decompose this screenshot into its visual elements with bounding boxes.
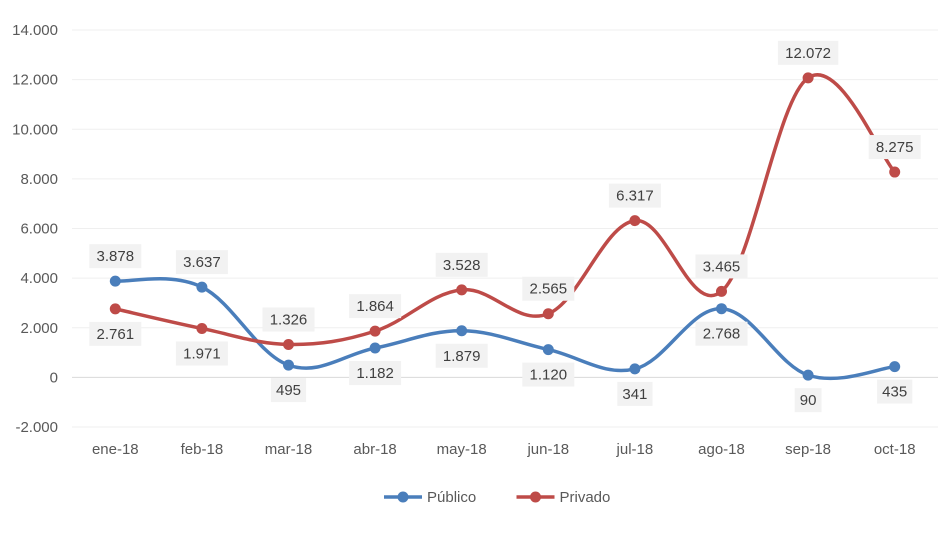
data-label-box bbox=[617, 381, 653, 406]
x-axis: ene-18 feb-18 mar-18 abr-18 may-18 jun-18 jul-… bbox=[92, 441, 916, 458]
data-point bbox=[629, 363, 641, 375]
data-label-box bbox=[522, 276, 575, 301]
x-tick-label: abr-18 bbox=[353, 441, 396, 458]
data-point bbox=[889, 361, 901, 373]
data-point bbox=[802, 72, 814, 84]
data-point bbox=[802, 369, 814, 381]
data-point bbox=[109, 275, 121, 287]
data-label: 495 bbox=[276, 382, 301, 399]
y-tick-label: 2.000 bbox=[20, 320, 58, 337]
data-label-box bbox=[695, 321, 748, 346]
data-label: 12.072 bbox=[785, 45, 831, 62]
data-label-box bbox=[349, 294, 402, 319]
data-label-box bbox=[175, 341, 228, 366]
data-label: 2.768 bbox=[703, 326, 741, 343]
data-label: 8.275 bbox=[876, 139, 914, 156]
y-tick-label: 12.000 bbox=[12, 72, 58, 89]
data-point bbox=[716, 285, 727, 297]
data-point bbox=[196, 281, 208, 293]
data-label: 1.971 bbox=[183, 345, 221, 362]
y-tick-label: 4.000 bbox=[20, 270, 58, 287]
data-label-box bbox=[522, 362, 575, 387]
data-labels: 3.878 3.637 495 1.182 1.879 1.120 341 2.768 90 43… bbox=[89, 40, 921, 413]
data-label-box bbox=[777, 40, 839, 65]
data-label: 1.879 bbox=[443, 348, 481, 365]
data-label: 1.864 bbox=[356, 298, 394, 315]
data-label: 3.878 bbox=[97, 248, 135, 265]
x-tick-label: jul-18 bbox=[616, 441, 654, 458]
data-label-box bbox=[270, 378, 307, 403]
data-point bbox=[283, 359, 294, 371]
legend: Público Privado bbox=[384, 489, 610, 506]
series-line-publico bbox=[113, 277, 897, 381]
y-tick-label: -2.000 bbox=[15, 419, 58, 436]
data-label-box bbox=[262, 307, 315, 332]
data-label: 3.637 bbox=[183, 254, 221, 271]
data-point bbox=[889, 166, 901, 178]
x-tick-label: ago-18 bbox=[698, 441, 745, 458]
series-points bbox=[109, 72, 901, 381]
data-point bbox=[369, 342, 381, 354]
legend-marker bbox=[397, 491, 409, 503]
data-label-box bbox=[435, 252, 488, 277]
data-label-box bbox=[608, 183, 661, 208]
data-label: 435 bbox=[882, 384, 907, 401]
data-label-box bbox=[349, 361, 402, 386]
data-point bbox=[629, 215, 641, 227]
legend-marker bbox=[530, 491, 541, 503]
data-label-box bbox=[695, 254, 748, 279]
x-tick-label: oct-18 bbox=[874, 441, 916, 458]
data-label: 3.528 bbox=[443, 257, 481, 274]
data-label: 90 bbox=[800, 392, 817, 409]
data-point bbox=[716, 303, 727, 315]
data-label: 1.182 bbox=[356, 365, 394, 382]
x-tick-label: jun-18 bbox=[526, 441, 569, 458]
data-label: 1.120 bbox=[530, 367, 568, 384]
data-point bbox=[196, 322, 208, 334]
data-label: 6.317 bbox=[616, 188, 654, 205]
series-line-privado bbox=[113, 73, 897, 347]
data-point bbox=[369, 325, 381, 337]
data-point bbox=[456, 325, 468, 337]
data-label-box bbox=[794, 388, 822, 413]
legend-label: Público bbox=[427, 489, 476, 506]
data-label-box bbox=[868, 135, 921, 160]
data-label-box bbox=[435, 343, 488, 368]
series-lines bbox=[113, 73, 897, 381]
x-tick-label: mar-18 bbox=[265, 441, 313, 458]
x-tick-label: ene-18 bbox=[92, 441, 139, 458]
data-label: 341 bbox=[622, 386, 647, 403]
data-label: 2.761 bbox=[97, 326, 135, 343]
data-point bbox=[283, 338, 294, 350]
x-tick-label: feb-18 bbox=[181, 441, 224, 458]
x-tick-label: sep-18 bbox=[785, 441, 831, 458]
data-label-box bbox=[89, 244, 142, 269]
data-point bbox=[456, 284, 468, 296]
y-tick-label: 8.000 bbox=[20, 171, 58, 188]
data-label: 1.326 bbox=[270, 311, 308, 328]
data-point bbox=[109, 303, 121, 315]
y-tick-label: 6.000 bbox=[20, 221, 58, 238]
data-label: 2.565 bbox=[530, 281, 568, 298]
legend-label: Privado bbox=[560, 489, 611, 506]
gridlines bbox=[72, 29, 938, 428]
data-point bbox=[542, 344, 554, 356]
x-tick-label: may-18 bbox=[437, 441, 487, 458]
data-label-box bbox=[89, 321, 142, 346]
y-tick-label: 10.000 bbox=[12, 121, 58, 138]
y-tick-label: 14.000 bbox=[12, 22, 58, 39]
data-label-box bbox=[175, 250, 228, 275]
y-tick-label: 0 bbox=[50, 369, 58, 386]
data-label-box bbox=[877, 379, 913, 404]
data-label: 3.465 bbox=[703, 258, 741, 275]
y-axis: -2.000 0 2.000 4.000 6.000 8.000 10.000 12.000 1… bbox=[12, 22, 58, 436]
data-point bbox=[542, 308, 554, 320]
